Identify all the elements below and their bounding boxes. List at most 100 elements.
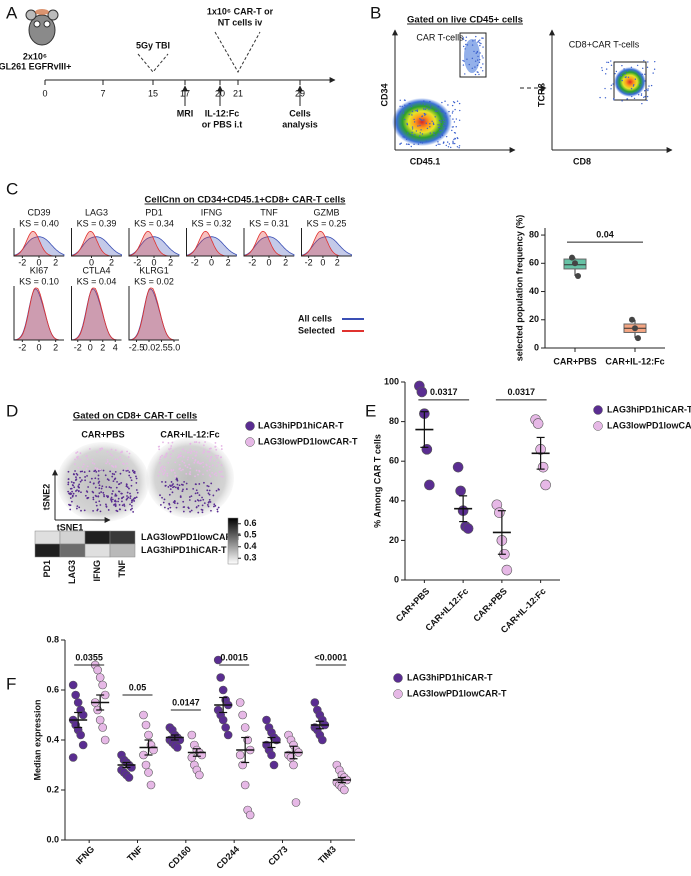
tsne-event	[126, 495, 128, 497]
flow-event	[476, 64, 479, 67]
tsne-event	[112, 490, 114, 493]
tsne-event	[72, 492, 75, 495]
tsne-event	[173, 471, 176, 474]
flow-event	[465, 43, 467, 46]
flow-event	[605, 68, 608, 70]
density-ks: KS = 0.40	[19, 218, 59, 228]
panel-label: A	[6, 3, 18, 22]
tsne-event	[86, 475, 88, 477]
legend-swatch	[393, 689, 403, 699]
flow-event	[439, 136, 442, 138]
x-tick-label: -2	[18, 342, 26, 352]
flow-event	[477, 41, 479, 43]
tsne-event	[193, 450, 196, 453]
tsne-event	[111, 475, 114, 478]
tsne-event	[108, 486, 111, 488]
x-tick-label: 2	[226, 257, 231, 267]
y-axis-label: Median expression	[32, 699, 42, 780]
heatmap-cell	[34, 530, 61, 545]
tsne-event	[198, 441, 201, 444]
flow-density	[464, 39, 480, 73]
legend-swatch	[245, 437, 255, 447]
gate	[613, 61, 647, 101]
flow-event	[465, 36, 468, 38]
tsne-event	[213, 505, 215, 508]
x-tick-label: 0	[151, 257, 156, 267]
tsne-event	[203, 450, 206, 453]
flow-event	[473, 50, 475, 53]
flow-event	[402, 110, 405, 112]
tsne-event	[189, 443, 192, 445]
flow-event	[442, 119, 445, 121]
flow-event	[455, 126, 457, 128]
y-tick-label: 0.6	[46, 684, 59, 694]
tsne-event	[213, 459, 216, 462]
flow-event	[409, 103, 411, 105]
flow-event	[452, 110, 454, 112]
flow-event	[444, 100, 446, 102]
flow-event	[462, 38, 465, 40]
tsne-event	[92, 496, 95, 499]
flow-event	[464, 48, 466, 50]
x-tick-label: -2	[133, 257, 141, 267]
tsne-event	[102, 469, 105, 472]
tsne-event	[181, 460, 184, 463]
legend-label: Selected	[298, 325, 335, 335]
point	[532, 418, 544, 429]
tsne-event	[103, 494, 105, 496]
point	[223, 730, 233, 740]
tsne-event	[85, 490, 88, 493]
point	[124, 773, 134, 782]
flow-event	[424, 108, 426, 110]
tsne-event	[164, 456, 167, 458]
flow-event	[474, 73, 477, 76]
tsne-event	[118, 504, 121, 506]
tsne-event	[198, 494, 201, 497]
tsne-event	[209, 458, 212, 461]
tsne-event	[187, 456, 190, 459]
tsne-event	[97, 482, 100, 484]
point	[267, 750, 276, 760]
point	[93, 665, 102, 675]
flow-event	[437, 143, 439, 145]
tsne-event	[180, 469, 183, 472]
tsne-event	[74, 463, 76, 466]
flow-event	[405, 138, 408, 141]
tsne-event	[162, 501, 165, 504]
density-ks: KS = 0.02	[134, 276, 174, 286]
tsne-event	[216, 508, 219, 511]
tsne-event	[170, 481, 173, 483]
tsne-event	[179, 496, 182, 499]
flow-event	[624, 72, 626, 75]
flow-event	[408, 103, 410, 105]
flow-event	[471, 57, 474, 60]
tsne-event	[95, 504, 98, 507]
flow-event	[479, 52, 481, 54]
axis-label: CD8	[573, 156, 591, 166]
flow-event	[607, 61, 610, 64]
flow-event	[472, 40, 474, 42]
flow-event	[434, 116, 436, 118]
flow-event	[448, 110, 450, 113]
flow-event	[601, 69, 604, 72]
tsne-event	[69, 493, 72, 496]
flow-event	[436, 110, 438, 112]
tsne-event	[208, 465, 211, 468]
legend-label: LAG3lowPD1lowCAR-T	[258, 436, 358, 446]
gate-label: CAR T-cells	[416, 32, 464, 42]
tsne-event	[189, 452, 192, 455]
flow-event	[451, 129, 453, 132]
flow-event	[478, 42, 481, 44]
flow-event	[458, 147, 460, 149]
flow-event	[638, 73, 640, 76]
tsne-event	[95, 501, 97, 504]
point	[632, 325, 638, 332]
flow-event	[405, 143, 408, 145]
column-label: PD1	[42, 560, 52, 578]
tsne-event	[77, 455, 79, 458]
tsne-event	[67, 490, 70, 493]
tsne-event	[169, 488, 172, 491]
flow-event	[482, 37, 484, 39]
axis	[243, 228, 294, 257]
tsne-event	[186, 466, 189, 469]
